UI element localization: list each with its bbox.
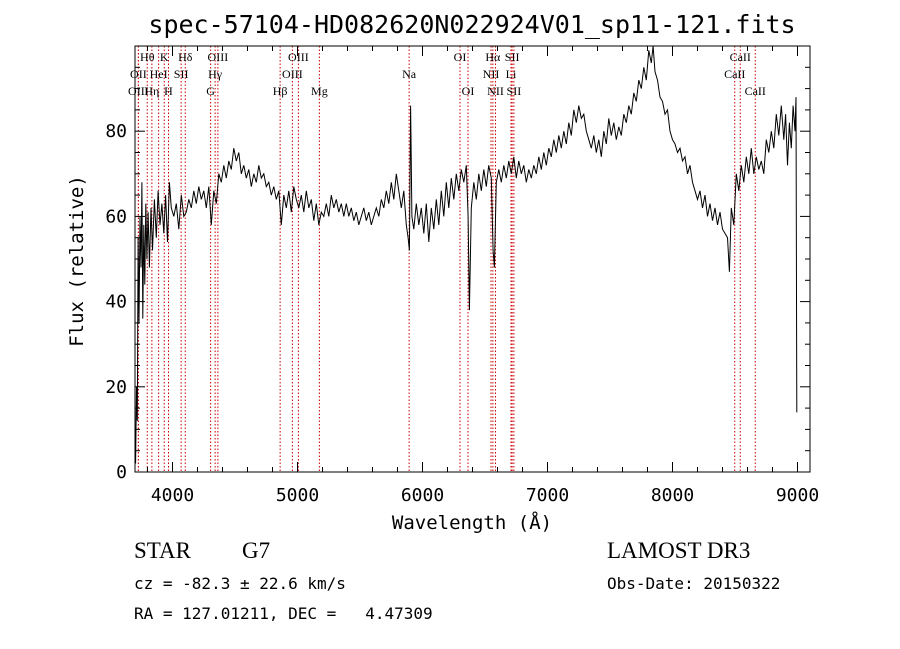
coordinates-text: RA = 127.01211, DEC = 4.47309 <box>134 604 433 623</box>
y-tick-label: 60 <box>105 206 127 227</box>
spectral-line-markers <box>137 46 756 472</box>
chart-title: spec-57104-HD082620N022924V01_sp11-121.f… <box>148 10 795 39</box>
spectral-line-label: Hα <box>485 50 501 64</box>
spectral-line-label: CaII <box>730 50 751 64</box>
spectral-line-label: SII <box>507 84 522 98</box>
spectral-line-label: SII <box>174 67 189 81</box>
spectral-line-label: G <box>206 84 215 98</box>
axis-ticks: 4000 5000 6000 7000 8000 9000 0 20 40 60 80 <box>105 45 819 506</box>
y-tick-label: 40 <box>105 292 127 313</box>
spectral-line-label: OIII <box>288 50 309 64</box>
y-tick-label: 80 <box>105 121 127 142</box>
y-axis-label: Flux (relative) <box>66 175 88 347</box>
spectral-line-label: OI <box>462 84 475 98</box>
x-tick-label: 5000 <box>276 485 319 506</box>
spectral-line-label: NII <box>483 67 500 81</box>
redshift-text: cz = -82.3 ± 22.6 km/s <box>134 574 346 593</box>
obs-date-text: Obs-Date: 20150322 <box>607 574 780 593</box>
spectral-line-label: CaII <box>745 84 766 98</box>
spectral-line-label: Na <box>402 67 417 81</box>
spectral-line-label: OII <box>130 67 147 81</box>
spectral-line-label: Mg <box>311 84 328 98</box>
spectral-line-label: Hθ <box>140 50 155 64</box>
survey-name: LAMOST DR3 <box>607 538 750 563</box>
spectral-line-label: HeI <box>150 67 168 81</box>
spectral-line-label: OI <box>454 50 467 64</box>
object-subclass: G7 <box>242 538 270 563</box>
x-tick-label: 6000 <box>401 485 444 506</box>
spectral-line-label: H <box>164 84 173 98</box>
spectral-line-label: Hβ <box>273 84 288 98</box>
spectral-line-label: OIII <box>128 84 149 98</box>
spectral-line-label: K <box>160 50 169 64</box>
plot-frame <box>134 45 811 473</box>
x-tick-label: 4000 <box>151 485 194 506</box>
object-class: STAR <box>134 538 192 563</box>
spectral-line-label: Hδ <box>178 50 193 64</box>
spectral-line-label: Hη <box>144 84 159 98</box>
spectral-line-label: Li <box>506 67 517 81</box>
spectral-line-label: Hγ <box>208 67 223 81</box>
spectral-line-label: NII <box>487 84 504 98</box>
spectral-line-label: CaII <box>724 67 745 81</box>
spectral-line-label: OIII <box>282 67 303 81</box>
x-tick-label: 8000 <box>651 485 694 506</box>
x-axis-label: Wavelength (Å) <box>392 511 552 534</box>
x-tick-label: 9000 <box>776 485 819 506</box>
spectral-line-label: SII <box>505 50 520 64</box>
y-tick-label: 20 <box>105 377 127 398</box>
spectrum-line <box>135 45 798 464</box>
y-tick-label: 0 <box>116 462 127 483</box>
spectral-line-label: OIII <box>208 50 229 64</box>
x-tick-label: 7000 <box>526 485 569 506</box>
